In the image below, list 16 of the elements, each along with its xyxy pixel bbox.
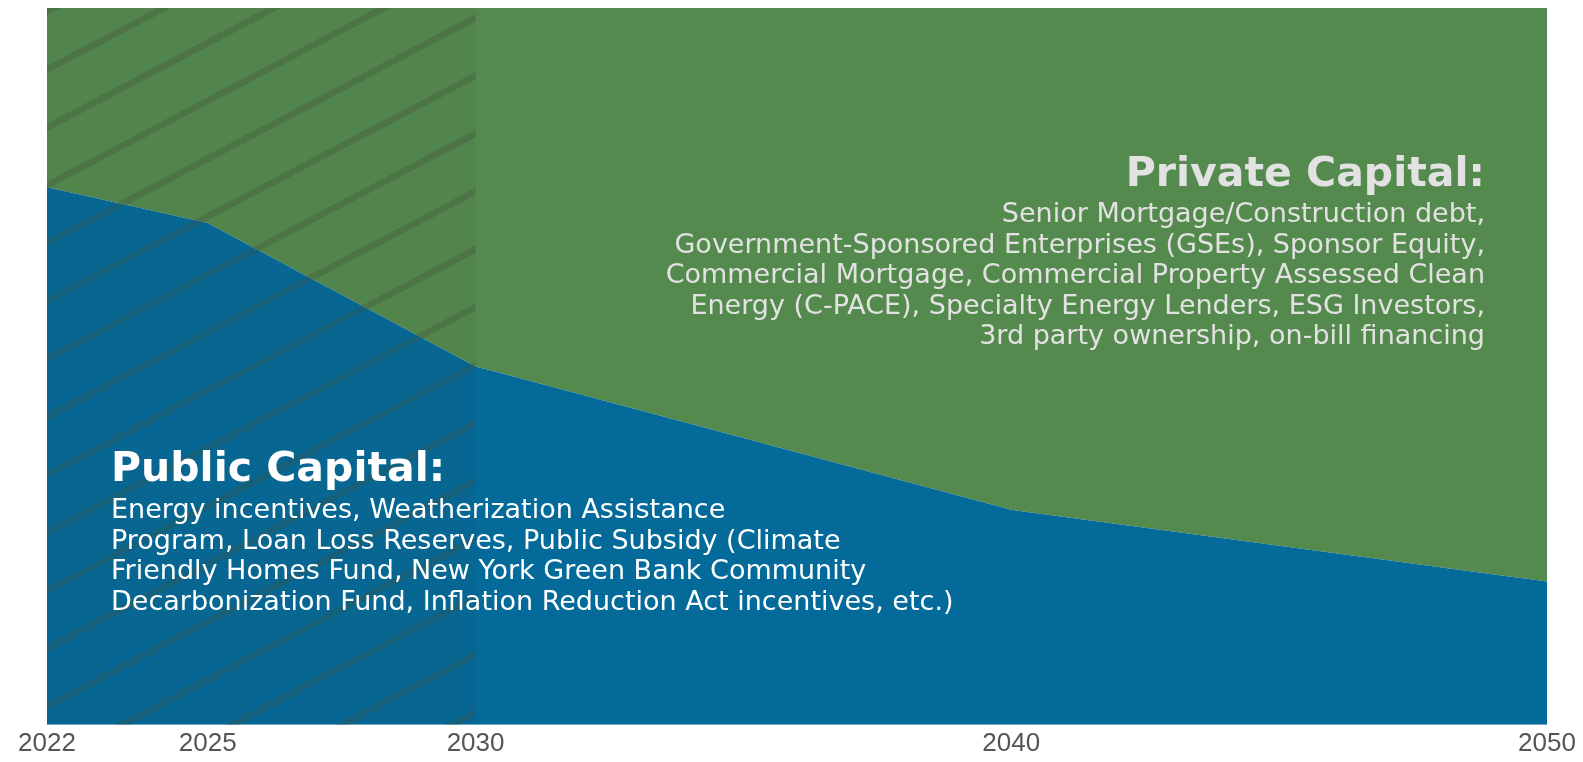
annotation: Program, Loan Loss Reserves, Public Subsidy (Climate xyxy=(111,523,841,555)
annotation: Decarbonization Fund, Inflation Reduction Act incentives, etc.) xyxy=(111,584,954,616)
annotation: Energy (C-PACE), Specialty Energy Lenders, ESG Investors, xyxy=(690,288,1485,320)
annotation: 3rd party ownership, on-bill financing xyxy=(979,319,1485,350)
annotation: Energy incentives, Weatherization Assistance xyxy=(111,493,726,524)
annotation: Commercial Mortgage, Commercial Property Assessed Clean xyxy=(665,258,1485,289)
x-tick-label: 2040 xyxy=(982,726,1041,757)
x-tick-label: 2025 xyxy=(178,726,237,757)
x-tick-label: 2030 xyxy=(446,726,505,757)
annotation: Government-Sponsored Enterprises (GSEs), Sponsor Equity, xyxy=(674,227,1485,259)
annotation: Senior Mortgage/Construction debt, xyxy=(1001,197,1485,228)
annotation: Friendly Homes Fund, New York Green Bank Community xyxy=(111,554,867,585)
annotation: Private Capital: xyxy=(1125,148,1485,196)
x-tick-label: 2022 xyxy=(18,726,76,757)
annotation: Public Capital: xyxy=(111,443,446,491)
x-tick-label: 2050 xyxy=(1518,726,1576,757)
